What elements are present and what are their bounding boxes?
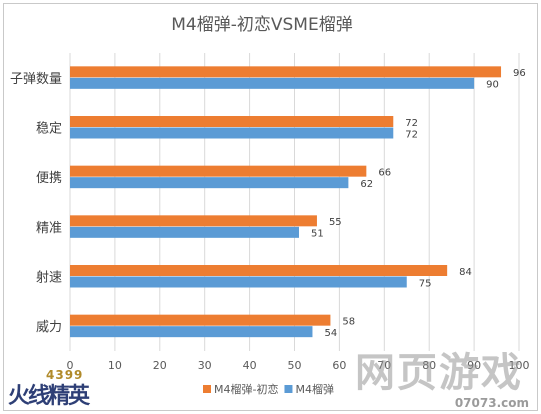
bar	[70, 276, 407, 288]
x-tick-labels: 0 10 20 30 40 50 60 70 80 90 100	[67, 359, 530, 372]
data-label: 54	[324, 328, 337, 339]
x-tick-label: 30	[198, 359, 212, 372]
bar	[70, 165, 367, 177]
data-label: 90	[486, 80, 499, 91]
category-label: 子弹数量	[10, 72, 62, 87]
category-label: 威力	[36, 320, 62, 335]
bar	[70, 265, 448, 276]
data-label: 58	[342, 316, 355, 327]
bar	[70, 77, 475, 89]
data-label: 66	[378, 167, 391, 178]
x-tick-label: 80	[422, 359, 436, 372]
bar	[70, 314, 331, 326]
x-tick-label: 40	[243, 359, 257, 372]
data-label: 96	[513, 68, 526, 79]
bar	[70, 215, 317, 227]
bar	[70, 127, 394, 139]
x-tick-label: 70	[377, 359, 391, 372]
bar	[70, 177, 349, 189]
chart-title: M4榴弹-初恋VSME榴弹	[171, 14, 352, 35]
x-tick-label: 50	[288, 359, 302, 372]
data-label: 51	[311, 229, 324, 240]
category-label: 射速	[36, 270, 62, 286]
data-label: 72	[405, 129, 418, 140]
x-tick-label: 90	[467, 359, 481, 372]
data-label: 72	[405, 118, 418, 129]
legend: M4榴弹-初恋 M4榴弹	[203, 382, 334, 396]
category-label: 便携	[36, 170, 62, 186]
legend-label: M4榴弹-初恋	[214, 382, 278, 396]
data-label: 84	[459, 267, 472, 278]
data-label: 75	[419, 278, 432, 289]
category-label: 精准	[36, 221, 62, 236]
x-tick-label: 20	[153, 359, 167, 372]
category-label: 稳定	[36, 121, 62, 137]
legend-swatch	[284, 385, 293, 393]
x-tick-label: 100	[509, 359, 530, 372]
bar	[70, 226, 299, 238]
bar	[70, 116, 394, 127]
bar	[70, 326, 313, 338]
data-label: 55	[329, 217, 342, 228]
x-tick-label: 60	[332, 359, 346, 372]
x-tick-label: 10	[108, 359, 122, 372]
x-tick-label: 0	[67, 359, 74, 372]
data-label: 62	[360, 179, 373, 190]
gridlines	[69, 53, 520, 351]
legend-swatch	[203, 385, 211, 393]
legend-label: M4榴弹	[295, 382, 334, 396]
bar	[70, 66, 502, 78]
